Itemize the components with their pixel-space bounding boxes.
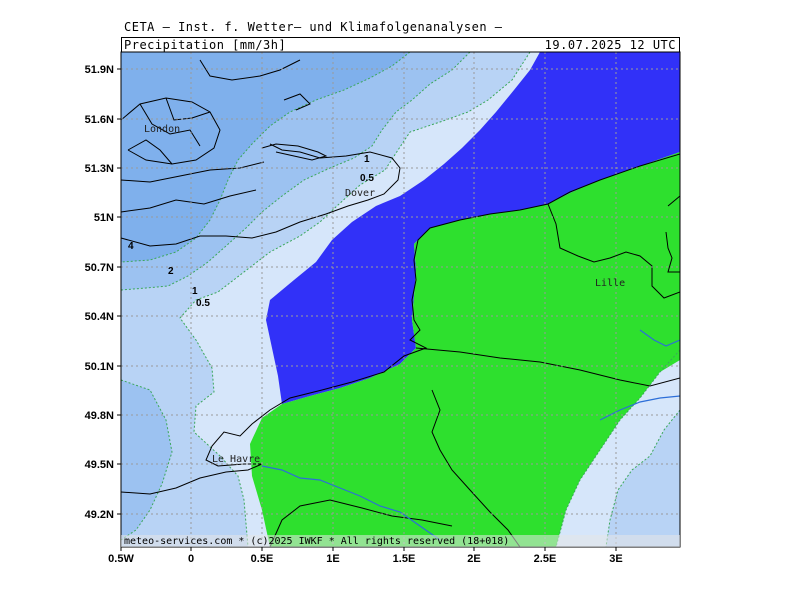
lon-label: 0	[188, 553, 194, 565]
precip-band-2-4	[121, 52, 410, 262]
contour-value-labels: 4 2 1 0.5 1 0.5	[128, 154, 374, 309]
valid-time: 19.07.2025 12 UTC	[544, 38, 676, 52]
contour-label: 1	[192, 286, 198, 297]
lon-label: 1E	[326, 553, 339, 565]
lat-label: 50.1N	[85, 361, 114, 373]
city-label-le-havre: Le Havre	[212, 454, 260, 465]
lat-label: 51.3N	[85, 163, 114, 175]
lat-lon-grid	[121, 52, 680, 547]
city-label-london: London	[144, 124, 180, 135]
no-precip-green-area	[250, 152, 680, 547]
contour-label: 0.5	[360, 173, 374, 184]
city-label-dover: Dover	[345, 188, 375, 199]
city-label-lille: Lille	[595, 278, 625, 289]
contour-label: 0.5	[196, 298, 210, 309]
lat-label: 51N	[94, 212, 114, 224]
lat-label: 49.2N	[85, 509, 114, 521]
axis-ticks	[117, 68, 617, 551]
city-labels: London Dover Lille Le Havre	[144, 124, 625, 465]
contour-lines	[121, 52, 680, 547]
lat-label: 50.4N	[85, 311, 114, 323]
contour-label: 2	[168, 266, 174, 277]
lon-label: 2E	[467, 553, 480, 565]
contour-label: 1	[364, 154, 370, 165]
header-bar: Precipitation [mm/3h] 19.07.2025 12 UTC	[121, 37, 680, 52]
lon-label: 2.5E	[534, 553, 557, 565]
lat-label: 49.5N	[85, 459, 114, 471]
lat-labels: 51.9N 51.6N 51.3N 51N 50.7N 50.4N 50.1N …	[85, 64, 114, 521]
lon-labels: 0.5W 0 0.5E 1E 1.5E 2E 2.5E 3E	[108, 553, 623, 565]
lat-label: 51.9N	[85, 64, 114, 76]
lat-label: 49.8N	[85, 410, 114, 422]
copyright-text: meteo-services.com * (c)2025 IWKF * All …	[124, 536, 509, 547]
rivers	[261, 329, 680, 541]
footer-strip	[121, 535, 680, 547]
lon-label: 0.5E	[251, 553, 274, 565]
institute-title: CETA — Inst. f. Wetter— und Klimafolgena…	[124, 20, 503, 34]
contour-label: 4	[128, 241, 134, 252]
lat-label: 50.7N	[85, 262, 114, 274]
field-title: Precipitation [mm/3h]	[124, 38, 287, 52]
precip-band-east-medium	[606, 410, 680, 547]
lon-label: 0.5W	[108, 553, 134, 565]
lon-label: 1.5E	[393, 553, 416, 565]
lon-label: 3E	[609, 553, 622, 565]
precip-heavy-area	[266, 52, 680, 404]
lat-label: 51.6N	[85, 114, 114, 126]
